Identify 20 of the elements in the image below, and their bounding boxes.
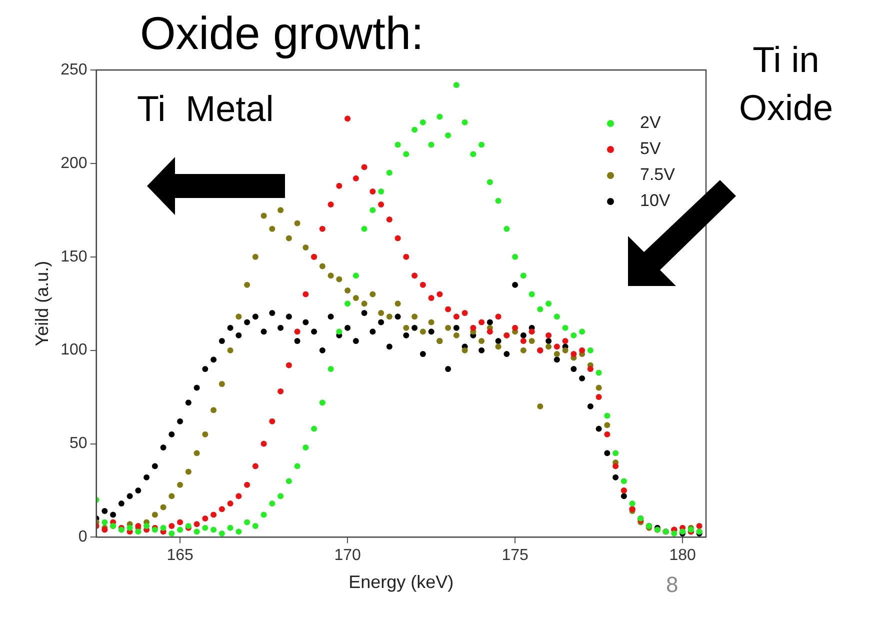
annotation: Ti Metal (137, 88, 274, 130)
x-tick-label: 175 (502, 547, 528, 564)
y-tick-label: 100 (60, 342, 88, 359)
legend-label: 10V (640, 191, 672, 211)
y-tick-label: 50 (70, 435, 88, 452)
y-axis-title: Yeild (a.u.) (32, 260, 52, 346)
chart-title: Oxide growth: (140, 6, 424, 60)
text: 8 (666, 572, 678, 598)
y-tick-label: 250 (60, 61, 88, 78)
x-axis-title: Energy (keV) (348, 572, 454, 592)
y-tick-label: 150 (60, 248, 88, 266)
text: Ti in Oxide (738, 38, 834, 130)
legend-label: 7.5V (640, 165, 676, 185)
x-tick-label: 165 (166, 547, 194, 564)
legend-label: 5V (640, 139, 662, 159)
y-tick-label: 200 (60, 154, 88, 172)
x-tick-label: 180 (669, 547, 696, 564)
legend-label: 2V (640, 113, 662, 133)
y-tick-label: 0 (78, 528, 88, 546)
x-tick-label: 170 (334, 547, 361, 564)
